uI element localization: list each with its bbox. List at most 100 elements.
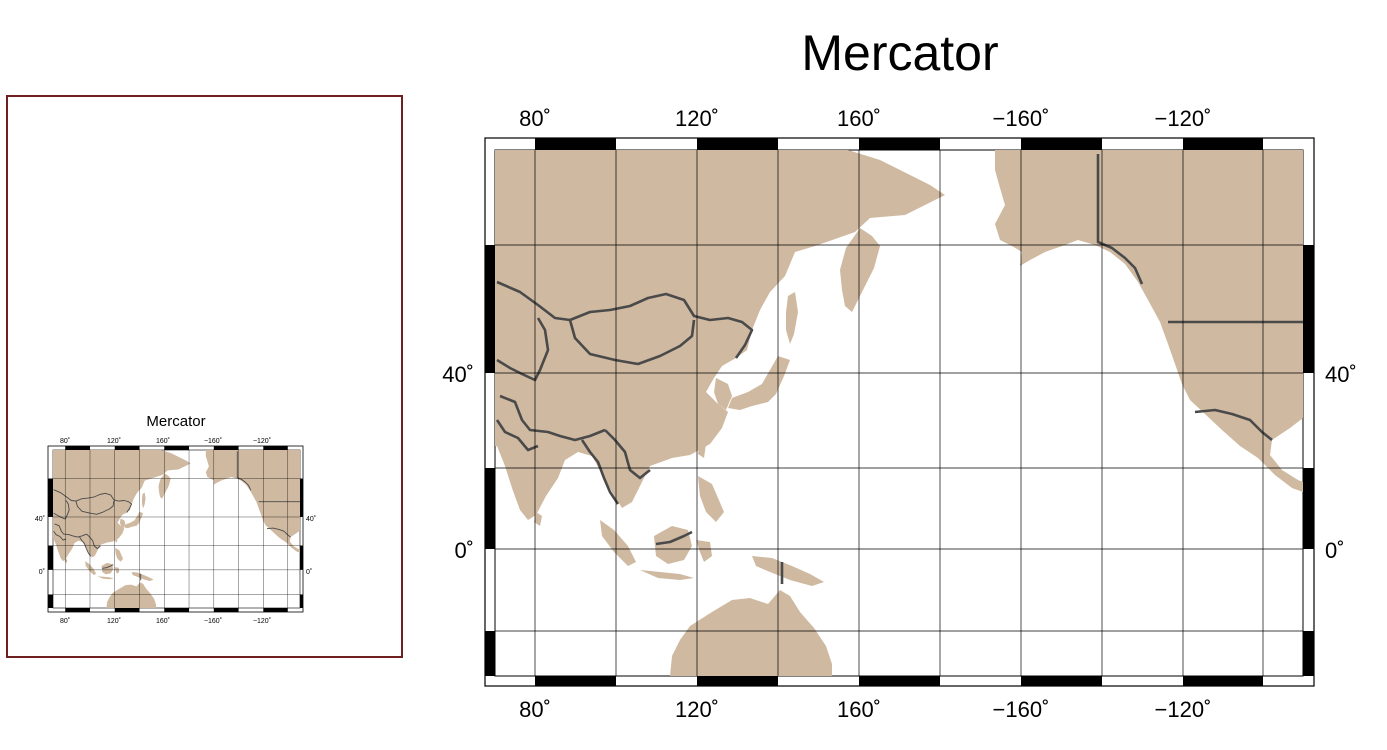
frame-tick	[697, 138, 778, 150]
frame-tick	[1183, 676, 1263, 686]
thumb-lat-right-0: 0˚	[306, 568, 312, 576]
frame-tick	[485, 468, 495, 549]
thumb-border-line	[53, 489, 133, 513]
border-line	[1096, 154, 1144, 285]
main-map: Mercator 80˚ 120˚ 160˚ −160˚ −120˚ 80˚ 1…	[442, 25, 1357, 722]
lon-label-bottom-120: 120˚	[675, 697, 719, 722]
thumb-frame-tick	[263, 608, 288, 612]
thumb-frame-tick	[114, 446, 140, 450]
kamchatka-peninsula	[840, 228, 880, 312]
lat-label-right-0: 0˚	[1325, 538, 1345, 563]
land-masses	[495, 150, 1303, 676]
frame-tick	[1021, 138, 1102, 150]
thumb-lon-bottom-160: 160˚	[156, 617, 170, 625]
thumb-lon-top-minus120: −120˚	[253, 437, 271, 445]
thumbnail-borders	[53, 451, 300, 581]
frame-tick	[1303, 468, 1314, 549]
frame-tick	[1183, 138, 1263, 150]
frame-tick	[535, 676, 616, 686]
frame-tick	[859, 676, 940, 686]
thumb-frame-tick	[48, 545, 53, 570]
lon-label-top-minus120: −120˚	[1155, 106, 1212, 131]
thumb-frame-tick	[300, 478, 303, 517]
frame-ticks	[485, 138, 1314, 686]
border-line	[1194, 408, 1273, 442]
thumbnail-land	[53, 450, 300, 608]
thumb-lon-top-120: 120˚	[107, 437, 121, 445]
thumbnail-graticule	[53, 450, 300, 608]
thumb-frame-tick	[65, 608, 90, 612]
australia-landmass	[670, 590, 832, 676]
lon-label-bottom-minus120: −120˚	[1155, 697, 1212, 722]
thumb-frame-tick	[114, 608, 140, 612]
frame-tick	[485, 631, 495, 676]
thumb-lat-right-40: 40˚	[306, 515, 316, 523]
thumb-lon-bottom-minus120: −120˚	[253, 617, 271, 625]
thumb-border-line	[53, 500, 70, 520]
thumb-lon-bottom-minus160: −160˚	[204, 617, 222, 625]
lon-label-top-120: 120˚	[675, 106, 719, 131]
frame-tick	[859, 138, 940, 150]
lat-label-left-40: 40˚	[442, 362, 474, 387]
lon-label-bottom-160: 160˚	[837, 697, 881, 722]
thumb-border-line	[54, 523, 87, 538]
lon-label-top-minus160: −160˚	[993, 106, 1050, 131]
java-island	[640, 570, 694, 580]
sumatra-island	[600, 520, 636, 566]
border-line	[580, 439, 620, 505]
border-line	[568, 319, 696, 366]
thumb-frame-tick	[65, 446, 90, 450]
thumb-border-line	[75, 500, 115, 515]
thumb-lon-top-160: 160˚	[156, 437, 170, 445]
thumb-japan-islands	[124, 511, 144, 529]
thumb-frame-tick	[213, 446, 239, 450]
thumb-java-island	[97, 576, 114, 580]
lat-label-right-40: 40˚	[1325, 362, 1357, 387]
graticule	[495, 150, 1303, 676]
thumb-border-line	[86, 533, 101, 549]
border-line	[496, 280, 754, 359]
border-line	[655, 530, 693, 546]
frame-tick	[1303, 245, 1314, 373]
thumb-frame-tick	[164, 608, 190, 612]
lon-label-bottom-minus160: −160˚	[993, 697, 1050, 722]
thumb-lon-top-minus160: −160˚	[204, 437, 222, 445]
thumb-taiwan-island	[115, 537, 118, 543]
thumb-lon-top-80: 80˚	[60, 437, 70, 445]
thumb-sumatra-island	[85, 561, 97, 575]
thumb-border-line	[266, 527, 291, 538]
taiwan-island	[698, 440, 706, 458]
north-america-landmass	[995, 150, 1303, 492]
thumb-sri-lanka-island	[64, 558, 68, 563]
thumb-philippines-islands	[115, 547, 123, 562]
thumb-frame-tick	[164, 446, 190, 450]
frame-tick	[697, 676, 778, 686]
thumbnail-title: Mercator	[146, 413, 205, 430]
thumb-korea-peninsula	[119, 518, 126, 529]
thumb-kamchatka-peninsula	[158, 473, 171, 499]
frame-tick	[1021, 676, 1102, 686]
thumb-new-guinea-island	[131, 572, 154, 581]
lon-label-top-160: 160˚	[837, 106, 881, 131]
thumb-australia-landmass	[106, 582, 156, 608]
frame-tick	[535, 138, 616, 150]
thumb-border-line	[236, 451, 252, 491]
lon-label-bottom-80: 80˚	[519, 697, 551, 722]
thumb-sakhalin-island	[142, 492, 146, 509]
eurasia-landmass	[495, 150, 945, 520]
border-line	[499, 394, 606, 442]
thumb-frame-tick	[300, 594, 303, 608]
thumb-eurasia-landmass	[53, 450, 191, 562]
thumb-frame-tick	[213, 608, 239, 612]
thumb-frame-tick	[300, 545, 303, 570]
thumb-lat-left-40: 40˚	[35, 515, 45, 523]
thumb-north-america-landmass	[205, 450, 300, 553]
border-line	[496, 317, 550, 382]
thumb-frame-tick	[48, 478, 53, 517]
thumbnail-frame-ticks	[48, 446, 303, 612]
sakhalin-island	[786, 292, 798, 344]
thumb-sulawesi-island	[114, 567, 120, 574]
thumb-border-line	[79, 536, 91, 557]
border-line	[604, 429, 651, 480]
